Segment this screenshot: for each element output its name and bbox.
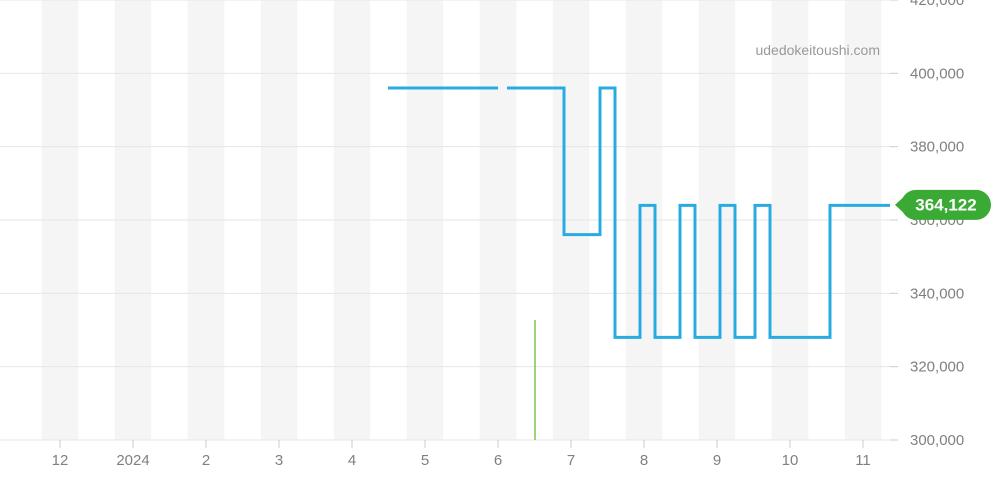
x-tick-label: 3	[275, 452, 283, 469]
x-tick-label: 8	[640, 452, 648, 469]
price-chart: 300,000320,000340,000360,000380,000400,0…	[0, 0, 1000, 500]
x-tick-label: 4	[348, 452, 356, 469]
chart-svg: 300,000320,000340,000360,000380,000400,0…	[0, 0, 1000, 500]
x-tick-label: 2024	[116, 452, 149, 469]
x-tick-label: 6	[494, 452, 502, 469]
x-tick-label: 9	[713, 452, 721, 469]
y-tick-label: 300,000	[910, 432, 964, 449]
x-tick-label: 12	[52, 452, 69, 469]
y-tick-label: 320,000	[910, 359, 964, 376]
x-tick-label: 11	[855, 452, 871, 469]
y-tick-label: 380,000	[910, 139, 964, 156]
watermark-text: udedokeitoushi.com	[755, 42, 880, 58]
x-tick-label: 2	[202, 452, 210, 469]
x-tick-label: 7	[567, 452, 575, 469]
y-tick-label: 420,000	[910, 0, 964, 9]
x-tick-label: 10	[782, 452, 799, 469]
x-tick-label: 5	[421, 452, 429, 469]
value-badge-text: 364,122	[915, 195, 976, 214]
y-tick-label: 340,000	[910, 285, 964, 302]
y-tick-label: 400,000	[910, 65, 964, 82]
